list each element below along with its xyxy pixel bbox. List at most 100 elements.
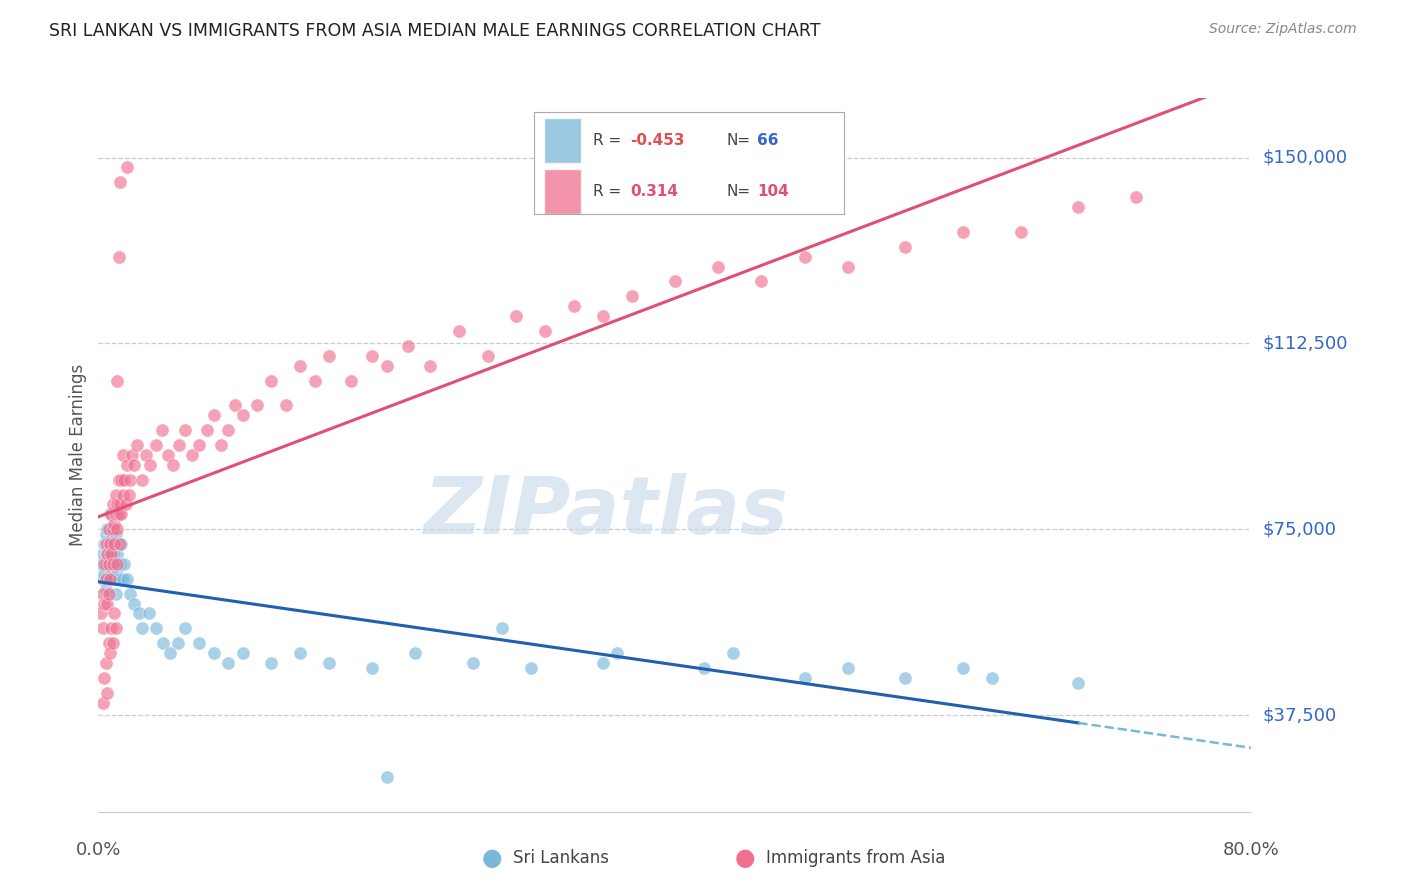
Point (101, 498, 124, 512)
Point (98, 537, 121, 551)
Y-axis label: Median Male Earnings: Median Male Earnings (69, 364, 87, 546)
Point (97, 636, 120, 650)
Point (91, 621, 114, 635)
Point (101, 547, 124, 561)
Point (94, 572, 117, 586)
Point (105, 562, 128, 576)
Point (107, 572, 129, 586)
Point (188, 438, 211, 452)
Point (101, 522, 124, 536)
Point (97, 537, 120, 551)
Point (152, 636, 174, 650)
Text: $112,500: $112,500 (1263, 334, 1348, 352)
Point (97, 587, 120, 601)
Point (396, 339, 419, 353)
Point (100, 562, 122, 576)
Text: R =: R = (593, 184, 631, 199)
Text: N=: N= (725, 133, 751, 148)
Point (110, 473, 132, 487)
Point (90, 607, 112, 621)
Point (111, 448, 134, 462)
Point (93, 597, 115, 611)
Point (721, 646, 744, 660)
Point (217, 423, 239, 437)
Point (94, 557, 117, 571)
Point (93, 671, 115, 685)
Point (231, 646, 254, 660)
Point (339, 374, 361, 388)
Text: N=: N= (725, 184, 751, 199)
Point (94, 582, 117, 596)
Point (94, 537, 117, 551)
Point (97, 557, 120, 571)
Point (100, 547, 122, 561)
Point (1067, 676, 1090, 690)
Point (707, 260, 730, 274)
Point (375, 359, 398, 373)
Point (98, 646, 121, 660)
Point (159, 646, 181, 660)
Point (105, 522, 128, 536)
Point (93, 566, 115, 581)
Point (97, 522, 120, 536)
Point (105, 374, 128, 388)
Point (837, 260, 859, 274)
Point (104, 527, 127, 541)
Point (91, 696, 114, 710)
Text: Sri Lankans: Sri Lankans (513, 849, 609, 867)
Text: 0.0%: 0.0% (76, 841, 121, 860)
Point (592, 656, 614, 670)
Point (1067, 200, 1090, 214)
Point (952, 661, 974, 675)
Point (120, 587, 142, 601)
Point (693, 661, 716, 675)
Point (419, 359, 441, 373)
Text: R =: R = (593, 133, 626, 148)
Point (894, 671, 917, 685)
Point (664, 275, 686, 289)
Point (224, 398, 246, 412)
Point (837, 661, 859, 675)
Point (231, 409, 254, 423)
Point (104, 621, 127, 635)
Point (108, 537, 131, 551)
Text: 66: 66 (756, 133, 779, 148)
Point (100, 621, 122, 635)
Point (96, 522, 118, 536)
Point (101, 557, 124, 571)
Text: Immigrants from Asia: Immigrants from Asia (766, 849, 946, 867)
Point (318, 656, 340, 670)
Point (111, 487, 134, 501)
Point (107, 508, 129, 522)
Text: ZIPatlas: ZIPatlas (423, 473, 789, 551)
Point (592, 309, 614, 323)
Text: ●: ● (482, 847, 502, 870)
Bar (544, 169, 581, 214)
Point (108, 557, 131, 571)
Point (361, 349, 384, 363)
Point (97, 557, 120, 571)
Point (145, 621, 167, 635)
Point (246, 398, 269, 412)
Point (260, 656, 283, 670)
Point (461, 656, 484, 670)
Point (405, 646, 427, 660)
Point (117, 161, 138, 175)
Point (793, 250, 815, 264)
Point (104, 487, 127, 501)
Text: SRI LANKAN VS IMMIGRANTS FROM ASIA MEDIAN MALE EARNINGS CORRELATION CHART: SRI LANKAN VS IMMIGRANTS FROM ASIA MEDIA… (49, 22, 821, 40)
Point (104, 587, 127, 601)
Point (181, 448, 204, 462)
Point (167, 438, 190, 452)
Text: 80.0%: 80.0% (1223, 841, 1279, 860)
Point (111, 572, 134, 586)
Point (124, 597, 146, 611)
Point (98, 508, 121, 522)
Point (93, 537, 115, 551)
Point (107, 473, 129, 487)
Point (145, 438, 167, 452)
Point (894, 240, 917, 254)
Point (96, 597, 118, 611)
Point (118, 487, 141, 501)
Point (101, 522, 124, 536)
